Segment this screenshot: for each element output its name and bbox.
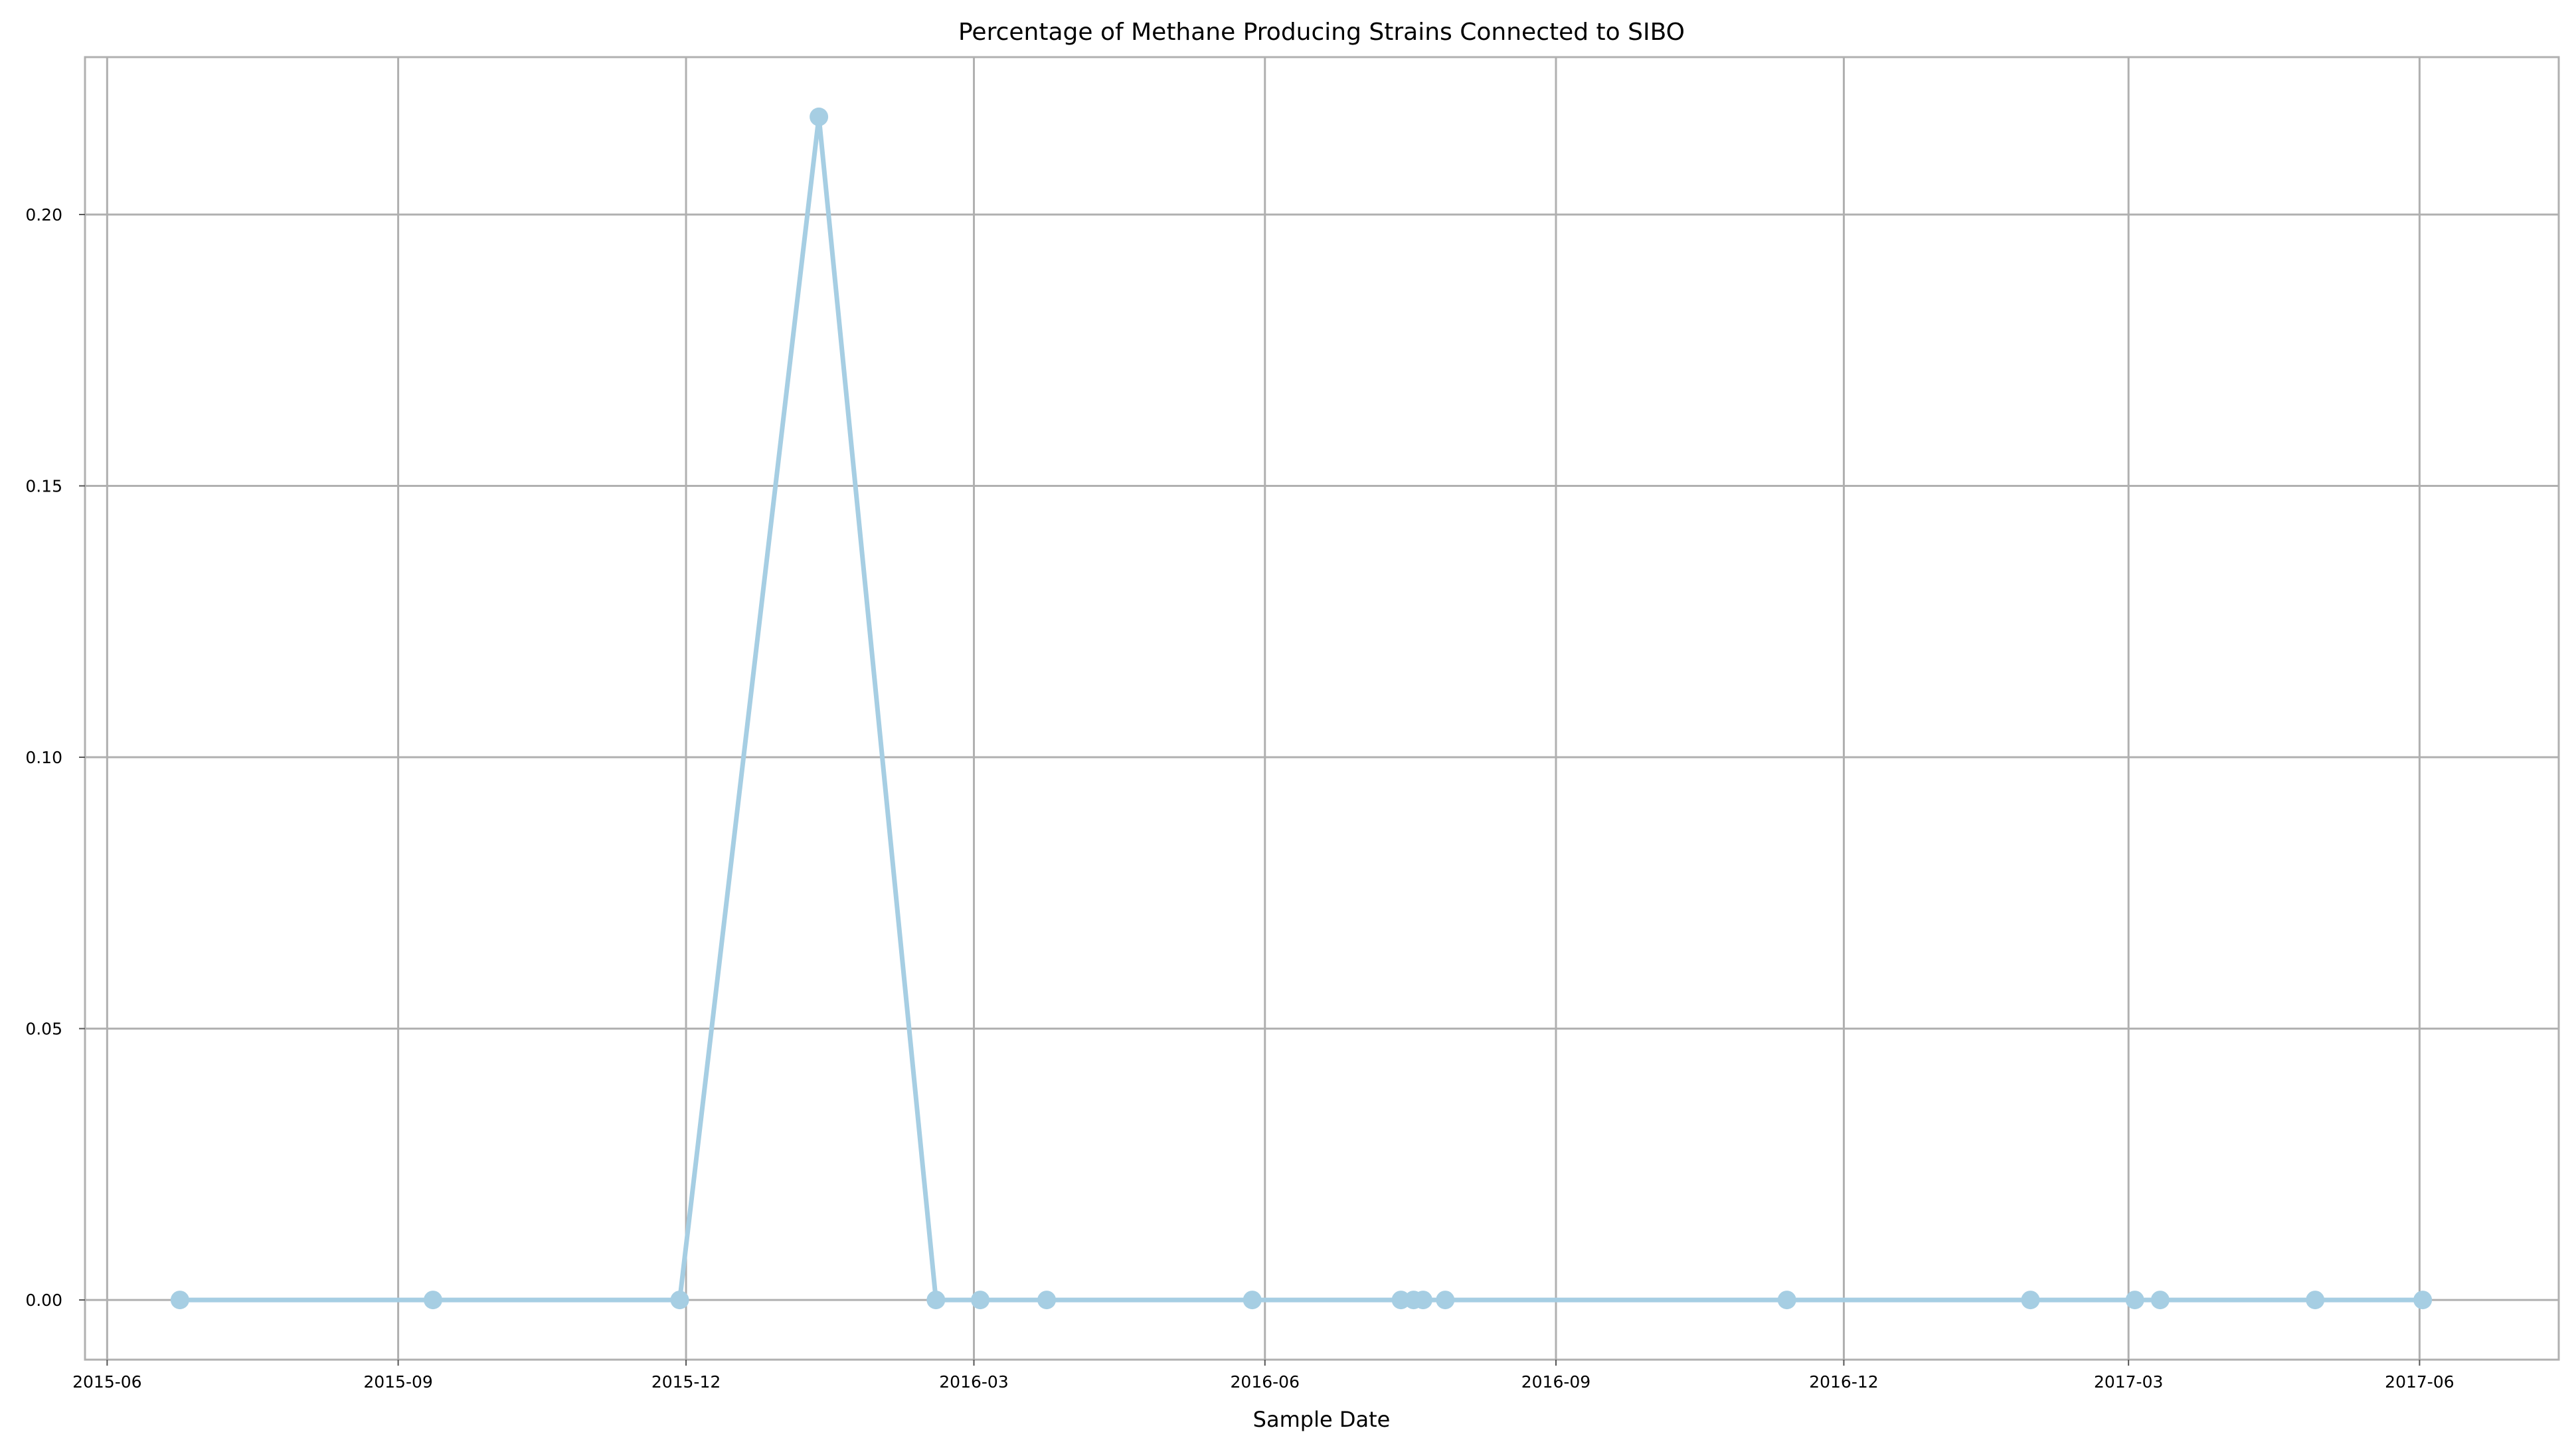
data-point <box>2306 1291 2325 1310</box>
x-tick-label: 2016-12 <box>1809 1372 1878 1392</box>
data-point <box>423 1291 442 1310</box>
data-point <box>1037 1291 1057 1310</box>
y-tick-label: 0.05 <box>25 1020 62 1039</box>
axis-ticks: 2015-06 2015-09 2015-12 2016-03 2016-06 2016-… <box>25 205 2454 1392</box>
data-point <box>1243 1291 1262 1310</box>
data-point <box>2021 1291 2040 1310</box>
data-point <box>2413 1291 2433 1310</box>
x-tick-label: 2016-06 <box>1231 1372 1300 1392</box>
x-tick-label: 2017-06 <box>2385 1372 2454 1392</box>
data-point <box>1413 1291 1432 1310</box>
data-point <box>170 1291 189 1310</box>
data-point <box>810 107 829 126</box>
chart-title: Percentage of Methane Producing Strains … <box>958 19 1685 46</box>
y-tick-label: 0.00 <box>25 1291 62 1310</box>
plot-frame <box>84 56 2560 1361</box>
data-point <box>971 1291 990 1310</box>
data-point <box>1436 1291 1455 1310</box>
x-axis-label: Sample Date <box>1253 1407 1391 1432</box>
y-tick-label: 0.15 <box>25 476 62 496</box>
data-point <box>926 1291 946 1310</box>
x-tick-label: 2015-06 <box>72 1372 141 1392</box>
x-tick-label: 2015-12 <box>651 1372 721 1392</box>
x-tick-label: 2015-09 <box>363 1372 432 1392</box>
data-point <box>2150 1291 2170 1310</box>
data-point <box>2125 1291 2144 1310</box>
data-point <box>670 1291 689 1310</box>
x-tick-label: 2017-03 <box>2094 1372 2163 1392</box>
x-tick-label: 2016-09 <box>1521 1372 1590 1392</box>
data-point <box>1777 1291 1796 1310</box>
y-tick-label: 0.10 <box>25 748 62 767</box>
series-layer <box>170 107 2433 1310</box>
y-tick-label: 0.20 <box>25 205 62 225</box>
x-tick-label: 2016-03 <box>939 1372 1008 1392</box>
